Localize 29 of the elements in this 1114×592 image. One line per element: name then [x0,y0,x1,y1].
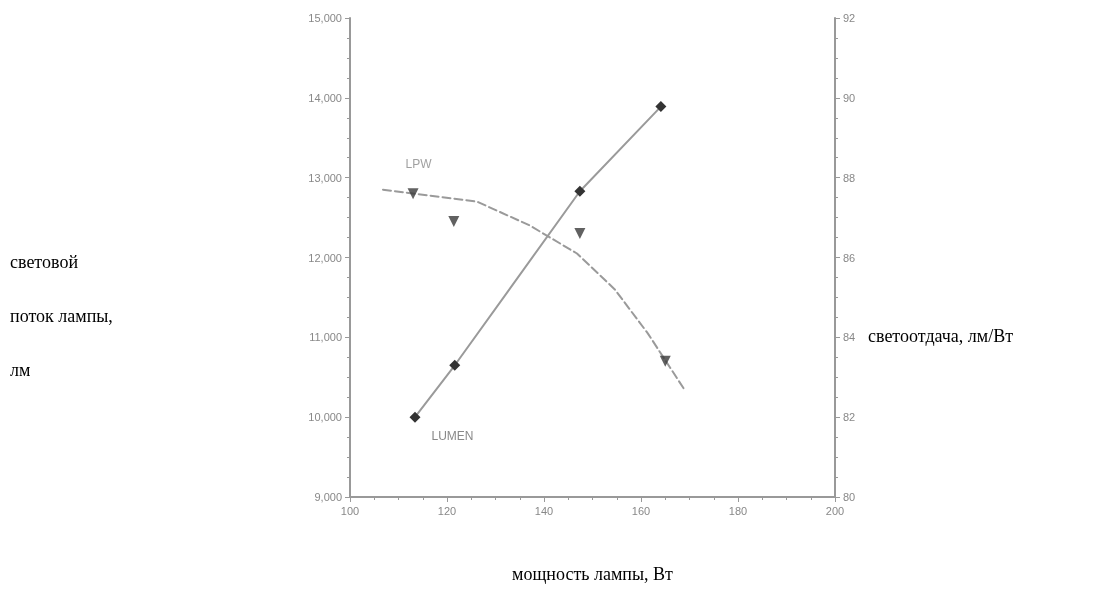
series-label: LUMEN [431,428,474,443]
y2-tick-label: 80 [843,491,856,503]
y-tick-label: 15,000 [308,12,342,24]
x-tick-label: 100 [340,504,360,517]
x-tick-label: 140 [534,504,554,517]
y2-tick-label: 92 [843,12,856,24]
x-tick-label: 120 [437,504,457,517]
text: световой поток лампы, лм [10,252,113,380]
x-tick-label: 200 [825,504,845,517]
point [659,355,671,367]
y-tick-label: 13,000 [308,171,342,184]
y-tick-label: 12,000 [308,251,342,264]
y2-tick-label: 84 [843,331,856,344]
y2-tick-label: 82 [843,411,856,424]
point [407,188,419,200]
y-tick-label: 10,000 [308,411,342,424]
series-label: LPW [405,157,433,172]
point [448,216,460,228]
point [574,228,586,240]
x-tick-label: 160 [631,504,651,517]
x-axis-title: мощность лампы, Вт [512,564,674,584]
y-tick-label: 11,000 [309,331,342,344]
y2-tick-label: 88 [843,171,856,184]
y2-tick-label: 86 [843,251,856,264]
y-tick-label: 9,000 [314,491,342,503]
y2-tick-label: 90 [843,91,856,104]
y2-axis-title: светоотдача, лм/Вт [868,326,1014,346]
y-tick-label: 14,000 [308,91,342,104]
x-tick-label: 180 [728,504,748,517]
